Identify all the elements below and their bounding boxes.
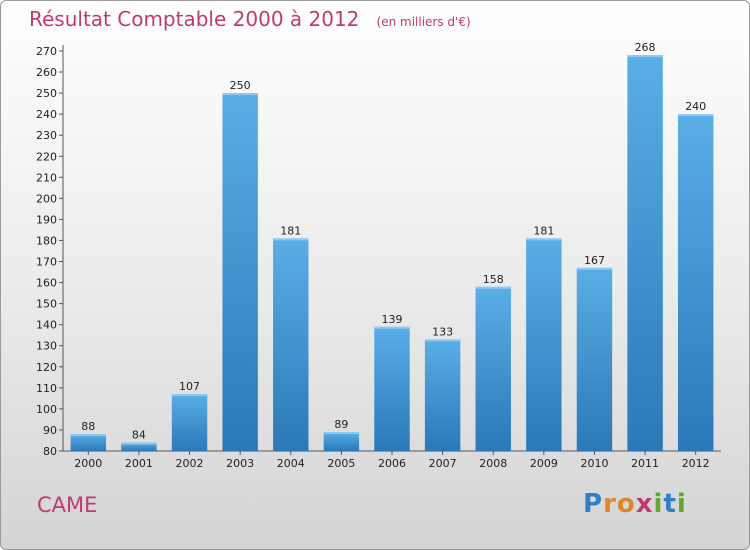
- bar-highlight: [171, 394, 208, 397]
- chart-bars: 88 2000 84 2001 107 2002 250 2003 181 2004 89 2005 1…: [70, 41, 714, 470]
- logo-letter: t: [663, 489, 677, 519]
- y-tick-label: 150: [36, 298, 57, 311]
- y-tick-label: 220: [36, 150, 57, 163]
- y-tick-label: 140: [36, 319, 57, 332]
- x-tick-label: 2010: [580, 457, 608, 470]
- bar-2005[interactable]: [323, 432, 360, 451]
- bar-2008[interactable]: [475, 286, 511, 451]
- bar-2004[interactable]: [273, 238, 309, 451]
- bar-value-label: 167: [584, 254, 605, 267]
- x-tick-label: 2009: [530, 457, 558, 470]
- y-tick-label: 80: [43, 445, 57, 458]
- y-tick-label: 170: [36, 256, 57, 269]
- bar-2009[interactable]: [526, 238, 562, 451]
- x-tick-label: 2004: [277, 457, 305, 470]
- bar-value-label: 181: [533, 224, 554, 237]
- bar-2001[interactable]: [121, 442, 157, 451]
- chart-title: Résultat Comptable 2000 à 2012: [29, 7, 360, 31]
- bar-value-label: 139: [382, 313, 403, 326]
- chart-axes: 80 90 100 110 120 130 140 150 160 170 180 190 200 210…: [36, 45, 721, 458]
- logo-letter: o: [616, 489, 636, 519]
- y-tick-label: 160: [36, 277, 57, 290]
- x-tick-label: 2000: [74, 457, 102, 470]
- bar-highlight: [121, 442, 157, 445]
- bar-value-label: 240: [685, 100, 706, 113]
- title-row: Résultat Comptable 2000 à 2012 (en milli…: [29, 7, 471, 31]
- bar-value-label: 250: [230, 79, 251, 92]
- y-tick-label: 180: [36, 234, 57, 247]
- logo-letter: i: [676, 489, 687, 519]
- y-tick-label: 230: [36, 129, 57, 142]
- bar-2007[interactable]: [424, 339, 461, 451]
- x-tick-label: 2003: [226, 457, 254, 470]
- bar-highlight: [576, 267, 613, 270]
- logo-letter: r: [603, 489, 617, 519]
- x-tick-label: 2002: [176, 457, 204, 470]
- proxiti-logo[interactable]: Proxiti: [583, 489, 687, 519]
- bar-highlight: [222, 93, 258, 96]
- y-tick-label: 260: [36, 66, 57, 79]
- bar-2002[interactable]: [171, 394, 208, 451]
- bar-highlight: [475, 286, 511, 289]
- y-tick-label: 190: [36, 213, 57, 226]
- bar-value-label: 84: [132, 429, 146, 442]
- bar-highlight: [424, 339, 461, 342]
- y-tick-label: 90: [43, 424, 57, 437]
- y-tick-label: 240: [36, 108, 57, 121]
- bar-2006[interactable]: [374, 326, 410, 451]
- bar-2010[interactable]: [576, 267, 613, 451]
- logo-letter: i: [653, 489, 664, 519]
- bar-value-label: 133: [432, 325, 453, 338]
- bar-highlight: [323, 432, 360, 435]
- x-tick-label: 2001: [125, 457, 153, 470]
- bar-value-label: 88: [81, 420, 95, 433]
- bar-value-label: 107: [179, 380, 200, 393]
- bar-2012[interactable]: [677, 114, 714, 451]
- y-tick-label: 130: [36, 340, 57, 353]
- bar-highlight: [70, 434, 107, 437]
- y-tick-label: 110: [36, 382, 57, 395]
- x-tick-label: 2005: [327, 457, 355, 470]
- bar-2011[interactable]: [627, 55, 663, 452]
- bar-2003[interactable]: [222, 93, 258, 452]
- x-tick-label: 2008: [479, 457, 507, 470]
- y-tick-label: 210: [36, 171, 57, 184]
- logo-letter: P: [583, 489, 604, 519]
- bar-value-label: 181: [280, 224, 301, 237]
- bar-2000[interactable]: [70, 434, 107, 451]
- x-tick-label: 2011: [631, 457, 659, 470]
- bar-highlight: [374, 326, 410, 329]
- logo-letter: x: [635, 489, 654, 519]
- y-tick-label: 250: [36, 87, 57, 100]
- bar-highlight: [677, 114, 714, 117]
- x-tick-label: 2012: [682, 457, 710, 470]
- bar-value-label: 89: [334, 418, 348, 431]
- chart-subtitle: (en milliers d'€): [376, 15, 471, 29]
- y-tick-label: 100: [36, 403, 57, 416]
- bar-highlight: [526, 238, 562, 241]
- x-tick-label: 2007: [429, 457, 457, 470]
- bar-value-label: 268: [635, 41, 656, 54]
- y-tick-label: 270: [36, 45, 57, 58]
- bar-value-label: 158: [483, 273, 504, 286]
- y-tick-label: 200: [36, 192, 57, 205]
- x-tick-label: 2006: [378, 457, 406, 470]
- y-tick-label: 120: [36, 361, 57, 374]
- bar-highlight: [273, 238, 309, 241]
- commune-name: CAME: [37, 493, 98, 517]
- bar-highlight: [627, 55, 663, 58]
